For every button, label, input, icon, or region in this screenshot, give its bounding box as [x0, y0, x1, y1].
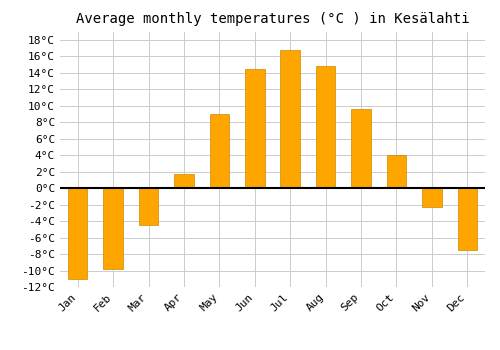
Bar [422, 188, 442, 207]
Bar [210, 114, 229, 188]
Title: Average monthly temperatures (°C ) in Kesälahti: Average monthly temperatures (°C ) in Ke… [76, 12, 469, 26]
Bar [458, 188, 477, 250]
Bar [68, 188, 87, 279]
Bar [280, 50, 300, 188]
Bar [245, 69, 264, 188]
Bar [352, 109, 371, 188]
Bar [174, 174, 194, 188]
Bar [316, 66, 336, 188]
Bar [139, 188, 158, 225]
Bar [386, 155, 406, 188]
Bar [104, 188, 123, 269]
